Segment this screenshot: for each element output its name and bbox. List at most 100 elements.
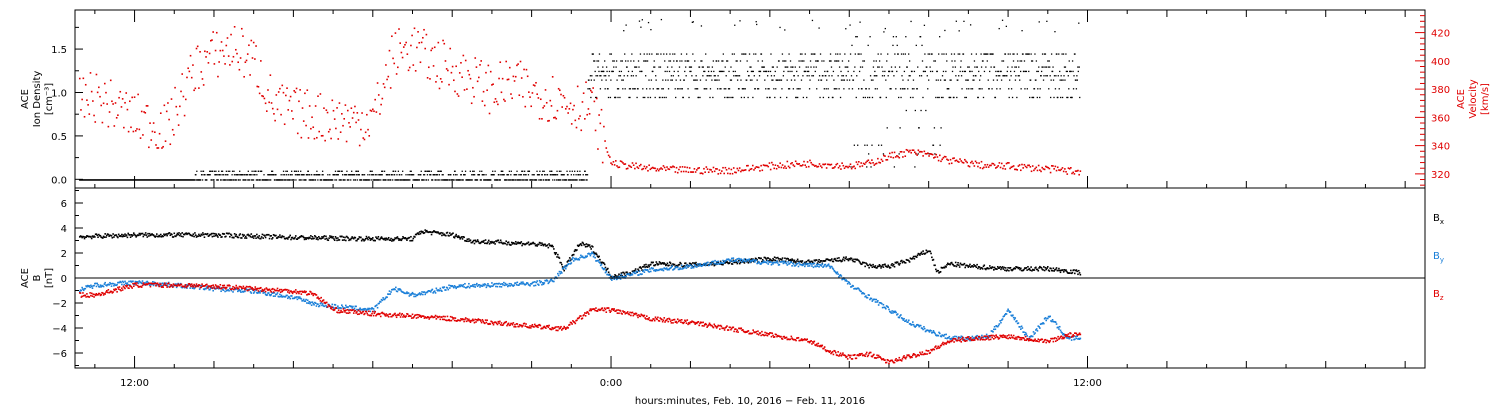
ion-density-point	[521, 179, 523, 181]
velocity-point	[878, 161, 880, 164]
by-point	[454, 286, 457, 288]
velocity-point	[539, 98, 542, 101]
velocity-point	[691, 171, 693, 173]
by-point	[321, 304, 323, 307]
velocity-point	[718, 169, 721, 171]
velocity-point	[1003, 165, 1005, 167]
ion-density-point	[646, 53, 648, 55]
bx-point	[891, 263, 893, 265]
ion-density-point	[748, 53, 751, 55]
by-point	[362, 308, 365, 310]
by-point	[457, 286, 460, 288]
ion-density-point	[1033, 88, 1036, 90]
ion-density-point	[1061, 96, 1064, 99]
ion-density-point	[943, 53, 945, 55]
velocity-point	[235, 48, 237, 51]
ion-density-point	[331, 179, 334, 181]
velocity-point	[244, 61, 247, 64]
bx-point	[882, 266, 885, 268]
ion-density-point	[999, 88, 1001, 90]
ion-density-point	[838, 66, 841, 68]
ion-density-point	[985, 66, 987, 68]
velocity-point	[649, 168, 652, 171]
ion-density-point	[1009, 70, 1012, 73]
ion-density-point	[590, 79, 592, 81]
ion-density-point	[866, 144, 868, 146]
ion-density-point	[808, 75, 810, 77]
bx-point	[271, 236, 274, 239]
bx-point	[1051, 269, 1054, 272]
velocity-point	[696, 169, 698, 171]
bx-point	[321, 236, 323, 238]
velocity-point	[112, 103, 114, 105]
velocity-point	[774, 164, 777, 167]
by-point	[91, 287, 94, 289]
bx-point	[719, 260, 722, 263]
ion-density-point	[627, 60, 629, 62]
ion-density-point	[287, 179, 289, 181]
ion-density-point	[819, 53, 822, 55]
ion-density-point	[945, 70, 947, 73]
by-point	[297, 296, 299, 298]
bx-point	[245, 237, 248, 239]
ion-density-point	[815, 66, 817, 68]
by-point	[88, 285, 91, 287]
bx-point	[322, 236, 325, 238]
bx-point	[663, 262, 666, 264]
ion-density-point	[402, 170, 404, 172]
velocity-point	[425, 33, 428, 36]
ion-density-point	[665, 53, 668, 55]
by-point	[104, 281, 106, 284]
velocity-point	[663, 166, 666, 169]
bx-point	[194, 234, 197, 236]
bottom-ytick-label: 6	[61, 199, 67, 210]
velocity-point	[553, 116, 555, 119]
velocity-point	[436, 75, 438, 77]
by-point	[434, 292, 437, 294]
bx-point	[492, 242, 495, 244]
ion-density-point	[346, 170, 348, 172]
bx-point	[135, 236, 137, 238]
ion-density-point	[299, 174, 301, 176]
bx-point	[465, 240, 468, 243]
bottom-ytick-label: −4	[52, 324, 67, 335]
ion-density-point	[668, 60, 670, 62]
velocity-point	[1074, 170, 1077, 172]
ion-density-point	[271, 170, 274, 172]
velocity-point	[1034, 167, 1036, 170]
bx-point	[1038, 267, 1040, 269]
ion-density-point	[225, 179, 227, 181]
bx-point	[1079, 273, 1082, 276]
velocity-point	[913, 151, 916, 154]
ion-density-point	[967, 66, 969, 68]
velocity-point	[366, 113, 368, 116]
ion-density-point	[238, 174, 240, 176]
ion-density-point	[862, 96, 865, 99]
bx-point	[801, 260, 804, 262]
by-point	[546, 280, 549, 282]
bx-point	[739, 261, 742, 264]
ion-density-point	[625, 60, 627, 62]
by-point	[414, 295, 417, 298]
bx-point	[233, 233, 236, 235]
velocity-point	[935, 153, 938, 156]
bx-point	[888, 265, 890, 268]
ion-density-point	[527, 174, 530, 176]
velocity-point	[92, 100, 94, 102]
bx-point	[420, 230, 423, 233]
bx-point	[158, 234, 160, 237]
bx-point	[314, 235, 316, 237]
velocity-point	[569, 102, 572, 105]
by-point	[409, 293, 411, 296]
bx-point	[415, 233, 418, 236]
ion-density-point	[964, 96, 966, 99]
bx-point	[486, 242, 488, 245]
ion-density-point	[725, 88, 727, 90]
velocity-point	[205, 56, 207, 58]
ion-density-point	[948, 88, 950, 90]
velocity-point	[524, 105, 527, 108]
ion-density-point	[520, 179, 522, 181]
ion-density-point	[726, 60, 729, 62]
ion-density-point	[497, 179, 499, 181]
bx-point	[819, 261, 821, 264]
